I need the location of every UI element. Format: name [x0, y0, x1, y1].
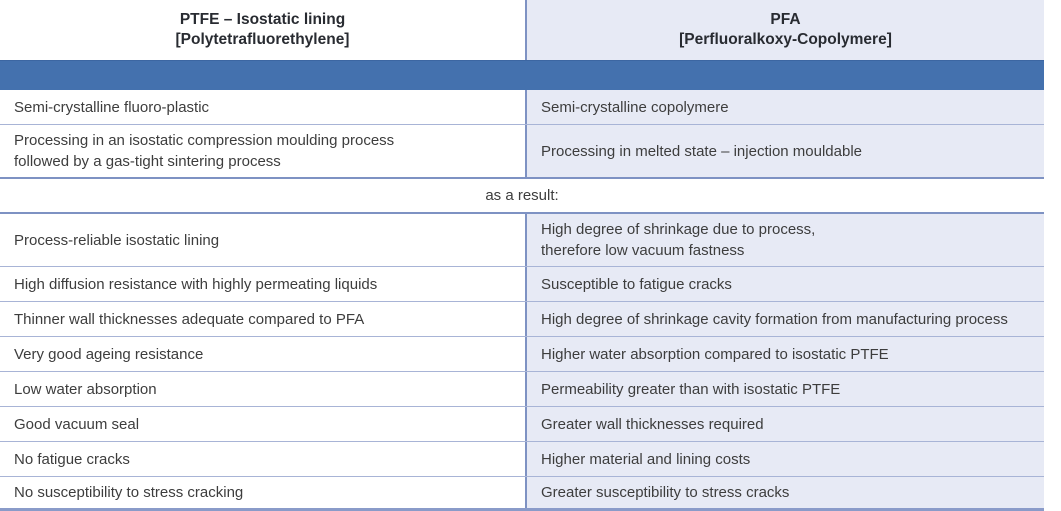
cell-text: Processing in an isostatic compression m… — [14, 132, 395, 170]
cell-text: Low water absorption — [14, 380, 157, 398]
header-cell-ptfe: PTFE – Isostatic lining [Polytetrafluore… — [0, 0, 525, 60]
cell-text: High diffusion resistance with highly pe… — [14, 275, 378, 293]
as-a-result-label: as a result: — [485, 187, 559, 204]
ptfe-column-title: PTFE – Isostatic lining [Polytetrafluore… — [175, 11, 350, 48]
table-cell-ptfe: Processing in an isostatic compression m… — [0, 125, 525, 177]
as-a-result-divider-row: as a result: — [0, 179, 1044, 214]
table-cell-ptfe: Very good ageing resistance — [0, 337, 525, 371]
table-cell-ptfe: Process-reliable isostatic lining — [0, 214, 525, 266]
table-row: Semi-crystalline fluoro-plastic Semi-cry… — [0, 90, 1044, 125]
cell-text: Good vacuum seal — [14, 415, 140, 433]
table-row: Process-reliable isostatic lining High d… — [0, 214, 1044, 267]
table-cell-pfa: Higher water absorption compared to isos… — [525, 337, 1044, 371]
table-row: No susceptibility to stress cracking Gre… — [0, 477, 1044, 511]
table-row: No fatigue cracks Higher material and li… — [0, 442, 1044, 477]
table-header-row: PTFE – Isostatic lining [Polytetrafluore… — [0, 0, 1044, 60]
table-cell-ptfe: No fatigue cracks — [0, 442, 525, 476]
table-cell-ptfe: No susceptibility to stress cracking — [0, 477, 525, 508]
cell-text: Higher water absorption compared to isos… — [541, 345, 889, 363]
table-cell-pfa: High degree of shrinkage due to process,… — [525, 214, 1044, 266]
cell-text: High degree of shrinkage due to process,… — [541, 221, 816, 259]
table-row: Thinner wall thicknesses adequate compar… — [0, 302, 1044, 337]
table-cell-ptfe: Thinner wall thicknesses adequate compar… — [0, 302, 525, 336]
cell-text: Greater wall thicknesses required — [541, 415, 764, 433]
table-row: Low water absorption Permeability greate… — [0, 372, 1044, 407]
cell-text: Susceptible to fatigue cracks — [541, 275, 732, 293]
cell-text: Higher material and lining costs — [541, 450, 751, 468]
table-cell-pfa: Processing in melted state – injection m… — [525, 125, 1044, 177]
table-cell-pfa: Greater susceptibility to stress cracks — [525, 477, 1044, 508]
table-cell-pfa: Greater wall thicknesses required — [525, 407, 1044, 441]
table-row: Good vacuum seal Greater wall thicknesse… — [0, 407, 1044, 442]
table-cell-ptfe: Low water absorption — [0, 372, 525, 406]
table-cell-pfa: Permeability greater than with isostatic… — [525, 372, 1044, 406]
cell-text: Processing in melted state – injection m… — [541, 142, 863, 160]
blue-separator-bar — [0, 60, 1044, 90]
table-row: Very good ageing resistance Higher water… — [0, 337, 1044, 372]
cell-text: Greater susceptibility to stress cracks — [541, 484, 790, 501]
cell-text: No susceptibility to stress cracking — [14, 484, 244, 501]
table-cell-pfa: Semi-crystalline copolymere — [525, 90, 1044, 124]
pfa-column-title: PFA [Perfluoralkoxy-Copolymere] — [679, 11, 892, 48]
cell-text: High degree of shrinkage cavity formatio… — [541, 310, 1008, 328]
table-cell-ptfe: Semi-crystalline fluoro-plastic — [0, 90, 525, 124]
table-cell-ptfe: Good vacuum seal — [0, 407, 525, 441]
cell-text: No fatigue cracks — [14, 450, 130, 468]
header-cell-pfa: PFA [Perfluoralkoxy-Copolymere] — [525, 0, 1044, 60]
table-row: Processing in an isostatic compression m… — [0, 125, 1044, 179]
cell-text: Permeability greater than with isostatic… — [541, 380, 841, 398]
table-cell-pfa: Susceptible to fatigue cracks — [525, 267, 1044, 301]
cell-text: Semi-crystalline fluoro-plastic — [14, 98, 210, 116]
table-cell-pfa: High degree of shrinkage cavity formatio… — [525, 302, 1044, 336]
table-cell-pfa: Higher material and lining costs — [525, 442, 1044, 476]
table-row: High diffusion resistance with highly pe… — [0, 267, 1044, 302]
cell-text: Process-reliable isostatic lining — [14, 231, 220, 249]
cell-text: Very good ageing resistance — [14, 345, 204, 363]
cell-text: Semi-crystalline copolymere — [541, 98, 729, 116]
cell-text: Thinner wall thicknesses adequate compar… — [14, 310, 365, 328]
table-cell-ptfe: High diffusion resistance with highly pe… — [0, 267, 525, 301]
